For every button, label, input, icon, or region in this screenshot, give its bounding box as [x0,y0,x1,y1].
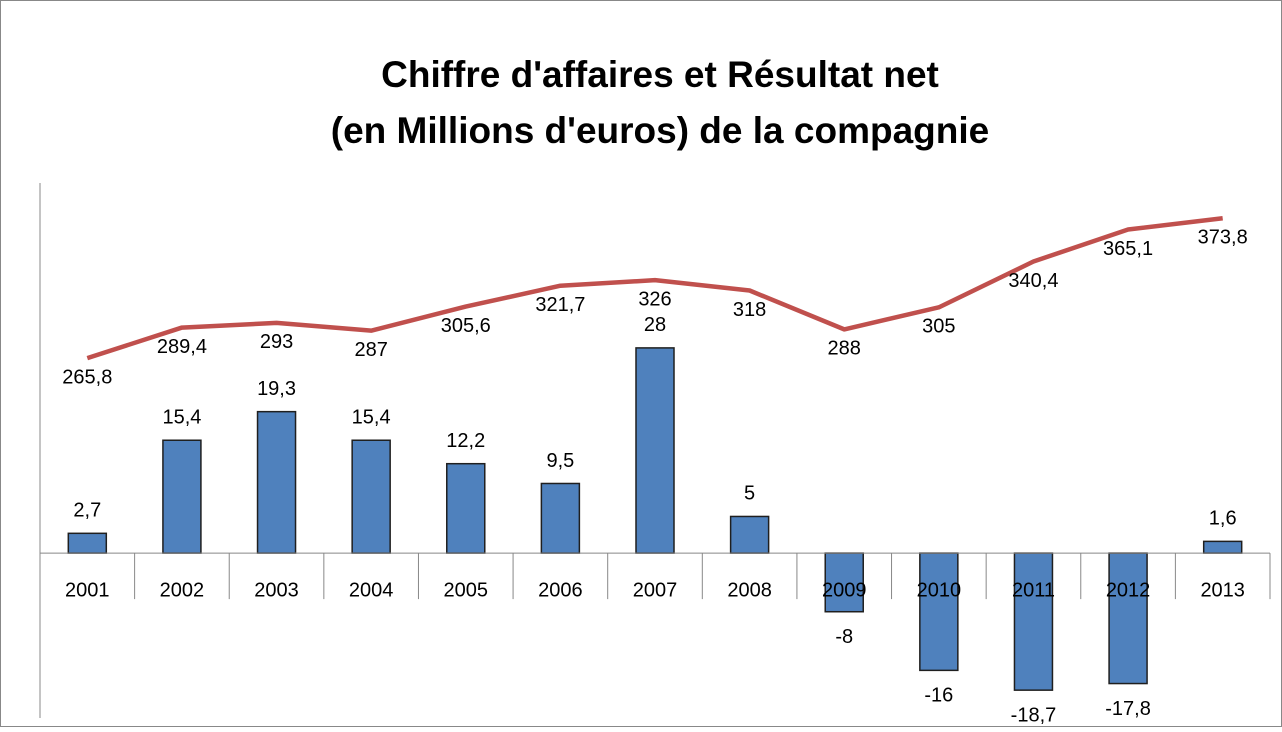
data-label: 12,2 [446,430,485,452]
x-tick-label: 2011 [1012,579,1055,601]
data-label: 19,3 [257,378,296,400]
data-label: 305 [922,316,955,338]
bar [162,439,202,554]
chart-title: (en Millions d'euros) de la compagnie [331,110,989,151]
bar [635,347,675,554]
x-tick-label: 2003 [254,579,299,601]
data-label: 287 [354,339,387,361]
data-label: 289,4 [157,336,207,358]
data-label: 373,8 [1198,227,1248,249]
bar [446,462,486,554]
data-label: -18,7 [1011,704,1057,726]
data-label: 15,4 [352,407,391,429]
x-tick-label: 2002 [160,579,205,601]
bar [1202,540,1243,554]
data-label: 305,6 [441,315,491,337]
data-label: 1,6 [1209,508,1237,530]
data-label: 340,4 [1008,270,1058,292]
data-label: 326 [638,288,671,310]
data-label: 28 [644,314,666,336]
data-label: -8 [835,626,853,648]
data-label: 5 [744,483,755,505]
bar [1108,552,1148,685]
x-tick-label: 2006 [538,579,583,601]
data-label: 321,7 [535,294,585,316]
x-tick-label: 2010 [917,579,962,601]
x-tick-label: 2009 [822,579,867,601]
data-label: 365,1 [1103,238,1153,260]
bar [729,515,770,554]
bar [256,410,297,554]
data-label: -17,8 [1105,698,1151,720]
bar [1013,552,1054,691]
data-label: 293 [260,331,293,353]
x-tick-label: 2001 [65,579,110,601]
bar [351,439,391,554]
x-tick-label: 2008 [727,579,772,601]
data-label: 318 [733,299,766,321]
data-label: 15,4 [162,407,201,429]
line [86,216,1223,361]
x-tick-label: 2012 [1106,579,1151,601]
data-label: 265,8 [62,366,112,388]
x-tick-label: 2007 [633,579,678,601]
chart-title: Chiffre d'affaires et Résultat net [381,54,939,95]
bar [540,482,581,554]
bar [919,552,959,672]
x-tick-label: 2013 [1200,579,1245,601]
bar [824,552,864,613]
bar [67,532,108,554]
x-tick-label: 2004 [349,579,394,601]
x-tick-label: 2005 [444,579,489,601]
data-label: -16 [924,685,953,707]
data-label: 2,7 [73,500,101,522]
data-label: 9,5 [546,450,574,472]
data-label: 288 [828,338,861,360]
